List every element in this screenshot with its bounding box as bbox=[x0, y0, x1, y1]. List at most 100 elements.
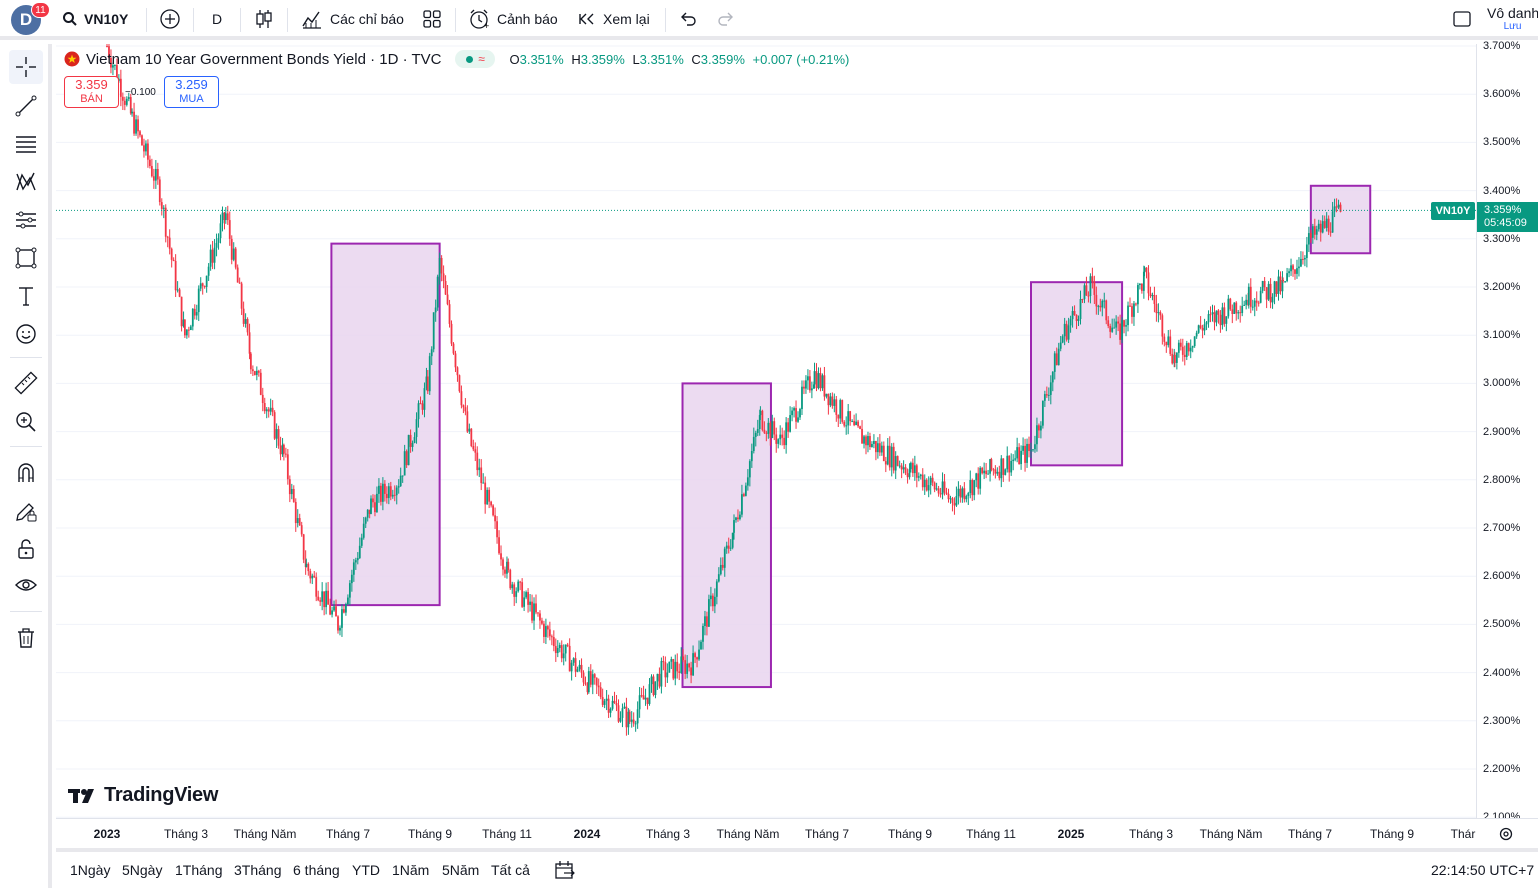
candle-body bbox=[1155, 304, 1158, 314]
highlight-box[interactable] bbox=[1030, 281, 1124, 467]
candle-body bbox=[1286, 273, 1288, 282]
lock-drawings-tool[interactable] bbox=[9, 532, 43, 566]
candle-body bbox=[486, 489, 489, 505]
candle-body bbox=[771, 421, 774, 439]
highlight-box[interactable] bbox=[330, 242, 441, 607]
range-button[interactable]: 5Ngày bbox=[122, 862, 163, 878]
candle-body bbox=[1317, 223, 1320, 230]
range-button[interactable]: 3Tháng bbox=[234, 862, 282, 878]
candle-body bbox=[1000, 458, 1003, 479]
emoji-tool[interactable] bbox=[9, 317, 43, 351]
buy-button[interactable]: 3.259 MUA bbox=[164, 76, 219, 108]
time-label: Tháng 3 bbox=[163, 827, 209, 841]
remove-drawings-tool[interactable] bbox=[9, 621, 43, 655]
candle-body bbox=[915, 465, 918, 478]
range-button[interactable]: 1Ngày bbox=[70, 862, 111, 878]
price-label: 3.200% bbox=[1483, 281, 1521, 293]
layout-name-button[interactable]: Vô danh Lưu bbox=[1487, 6, 1538, 34]
candle-body bbox=[756, 428, 759, 433]
candle-body bbox=[1335, 206, 1338, 208]
candle-body bbox=[1043, 394, 1046, 401]
candle-body bbox=[242, 308, 245, 324]
candle-body bbox=[662, 661, 665, 663]
pattern-tool[interactable] bbox=[9, 165, 43, 199]
chart-pane[interactable]: TradingView bbox=[56, 44, 1476, 818]
indicators-button[interactable]: Các chỉ báo bbox=[301, 0, 404, 38]
alarm-clock-icon: + bbox=[470, 9, 489, 30]
axis-settings-button[interactable] bbox=[1498, 826, 1514, 847]
candle-body bbox=[963, 488, 966, 500]
text-tool[interactable] bbox=[9, 279, 43, 313]
candle-body bbox=[263, 402, 266, 412]
candle-body bbox=[331, 610, 333, 615]
price-chart[interactable] bbox=[56, 44, 1476, 818]
highlight-box[interactable] bbox=[1309, 184, 1372, 255]
candle-body bbox=[664, 662, 667, 678]
measure-tool[interactable] bbox=[9, 366, 43, 400]
candle-body bbox=[1123, 320, 1125, 327]
fib-tool[interactable] bbox=[9, 127, 43, 161]
market-status[interactable]: ≈ bbox=[455, 50, 496, 68]
time-axis[interactable]: 2023 Tháng 3 Tháng Năm Tháng 7 Tháng 9 Tháng … bbox=[56, 818, 1538, 848]
price-axis[interactable]: 3.700% 3.600% 3.500% 3.400% 3.300% 3.200% 3.10… bbox=[1431, 40, 1538, 823]
price-label: 2.400% bbox=[1483, 666, 1521, 679]
candle-body bbox=[558, 645, 561, 649]
series-title[interactable]: Vietnam 10 Year Government Bonds Yield ·… bbox=[86, 50, 442, 68]
avatar-letter: D bbox=[19, 10, 33, 29]
alert-button[interactable]: + Cảnh báo bbox=[468, 0, 558, 38]
spread-value: −0.100 bbox=[125, 87, 156, 98]
price-label: 3.400% bbox=[1483, 184, 1521, 197]
layouts-button[interactable] bbox=[422, 0, 442, 38]
stay-in-drawing-mode-tool[interactable] bbox=[9, 494, 43, 528]
candle-body bbox=[123, 100, 126, 105]
candle-body bbox=[1018, 447, 1021, 465]
range-button[interactable]: 5Năm bbox=[442, 862, 480, 878]
candle-body bbox=[576, 669, 579, 672]
candle-body bbox=[1006, 455, 1009, 470]
candle-body bbox=[315, 577, 318, 597]
clock-timezone[interactable]: 22:14:50 UTC+7 bbox=[1431, 862, 1535, 878]
shapes-tool[interactable] bbox=[9, 241, 43, 275]
candle-body bbox=[537, 612, 539, 614]
candle-body bbox=[347, 597, 349, 605]
candle-body bbox=[176, 289, 179, 291]
crosshair-tool[interactable] bbox=[9, 50, 43, 84]
candle-body bbox=[650, 676, 653, 685]
replay-button[interactable]: Xem lại bbox=[578, 0, 650, 38]
go-to-date-button[interactable] bbox=[554, 860, 576, 885]
chart-type-button[interactable] bbox=[254, 0, 274, 38]
magnet-tool[interactable] bbox=[9, 456, 43, 490]
candle-body bbox=[286, 454, 289, 480]
candle-body bbox=[380, 485, 382, 502]
candle-body bbox=[1189, 347, 1192, 352]
sell-button[interactable]: 3.359 BÁN bbox=[64, 76, 119, 108]
open-value: 3.351% bbox=[519, 51, 564, 67]
interval-button[interactable]: D bbox=[212, 0, 222, 38]
undo-button[interactable] bbox=[679, 0, 697, 38]
hide-drawings-tool[interactable] bbox=[9, 568, 43, 602]
range-button[interactable]: Tất cả bbox=[491, 862, 530, 878]
candle-body bbox=[1020, 450, 1022, 465]
zoom-tool[interactable] bbox=[9, 405, 43, 439]
range-button[interactable]: 1Tháng bbox=[175, 862, 223, 878]
forecast-tool[interactable] bbox=[9, 203, 43, 237]
divider bbox=[455, 8, 456, 32]
trend-line-tool[interactable] bbox=[9, 89, 43, 123]
candle-body bbox=[845, 425, 848, 427]
candle-body bbox=[630, 719, 633, 722]
candle-body bbox=[543, 623, 545, 637]
candle-body bbox=[1142, 271, 1145, 291]
symbol-search-button[interactable]: VN10Y bbox=[62, 0, 128, 38]
candle-body bbox=[1193, 336, 1196, 347]
candle-body bbox=[851, 421, 854, 423]
range-button[interactable]: 1Năm bbox=[392, 862, 430, 878]
candle-body bbox=[1253, 300, 1256, 307]
compare-button[interactable] bbox=[159, 0, 181, 38]
candle-body bbox=[1139, 283, 1141, 286]
range-button[interactable]: 6 tháng bbox=[293, 862, 340, 878]
range-button[interactable]: YTD bbox=[352, 862, 380, 878]
top-toolbar: D 11 VN10Y D Các chỉ báo + Cảnh báo Xem … bbox=[0, 0, 1538, 40]
candle-body bbox=[1339, 204, 1342, 212]
fullscreen-button[interactable] bbox=[1452, 0, 1472, 38]
redo-button[interactable] bbox=[717, 0, 735, 38]
